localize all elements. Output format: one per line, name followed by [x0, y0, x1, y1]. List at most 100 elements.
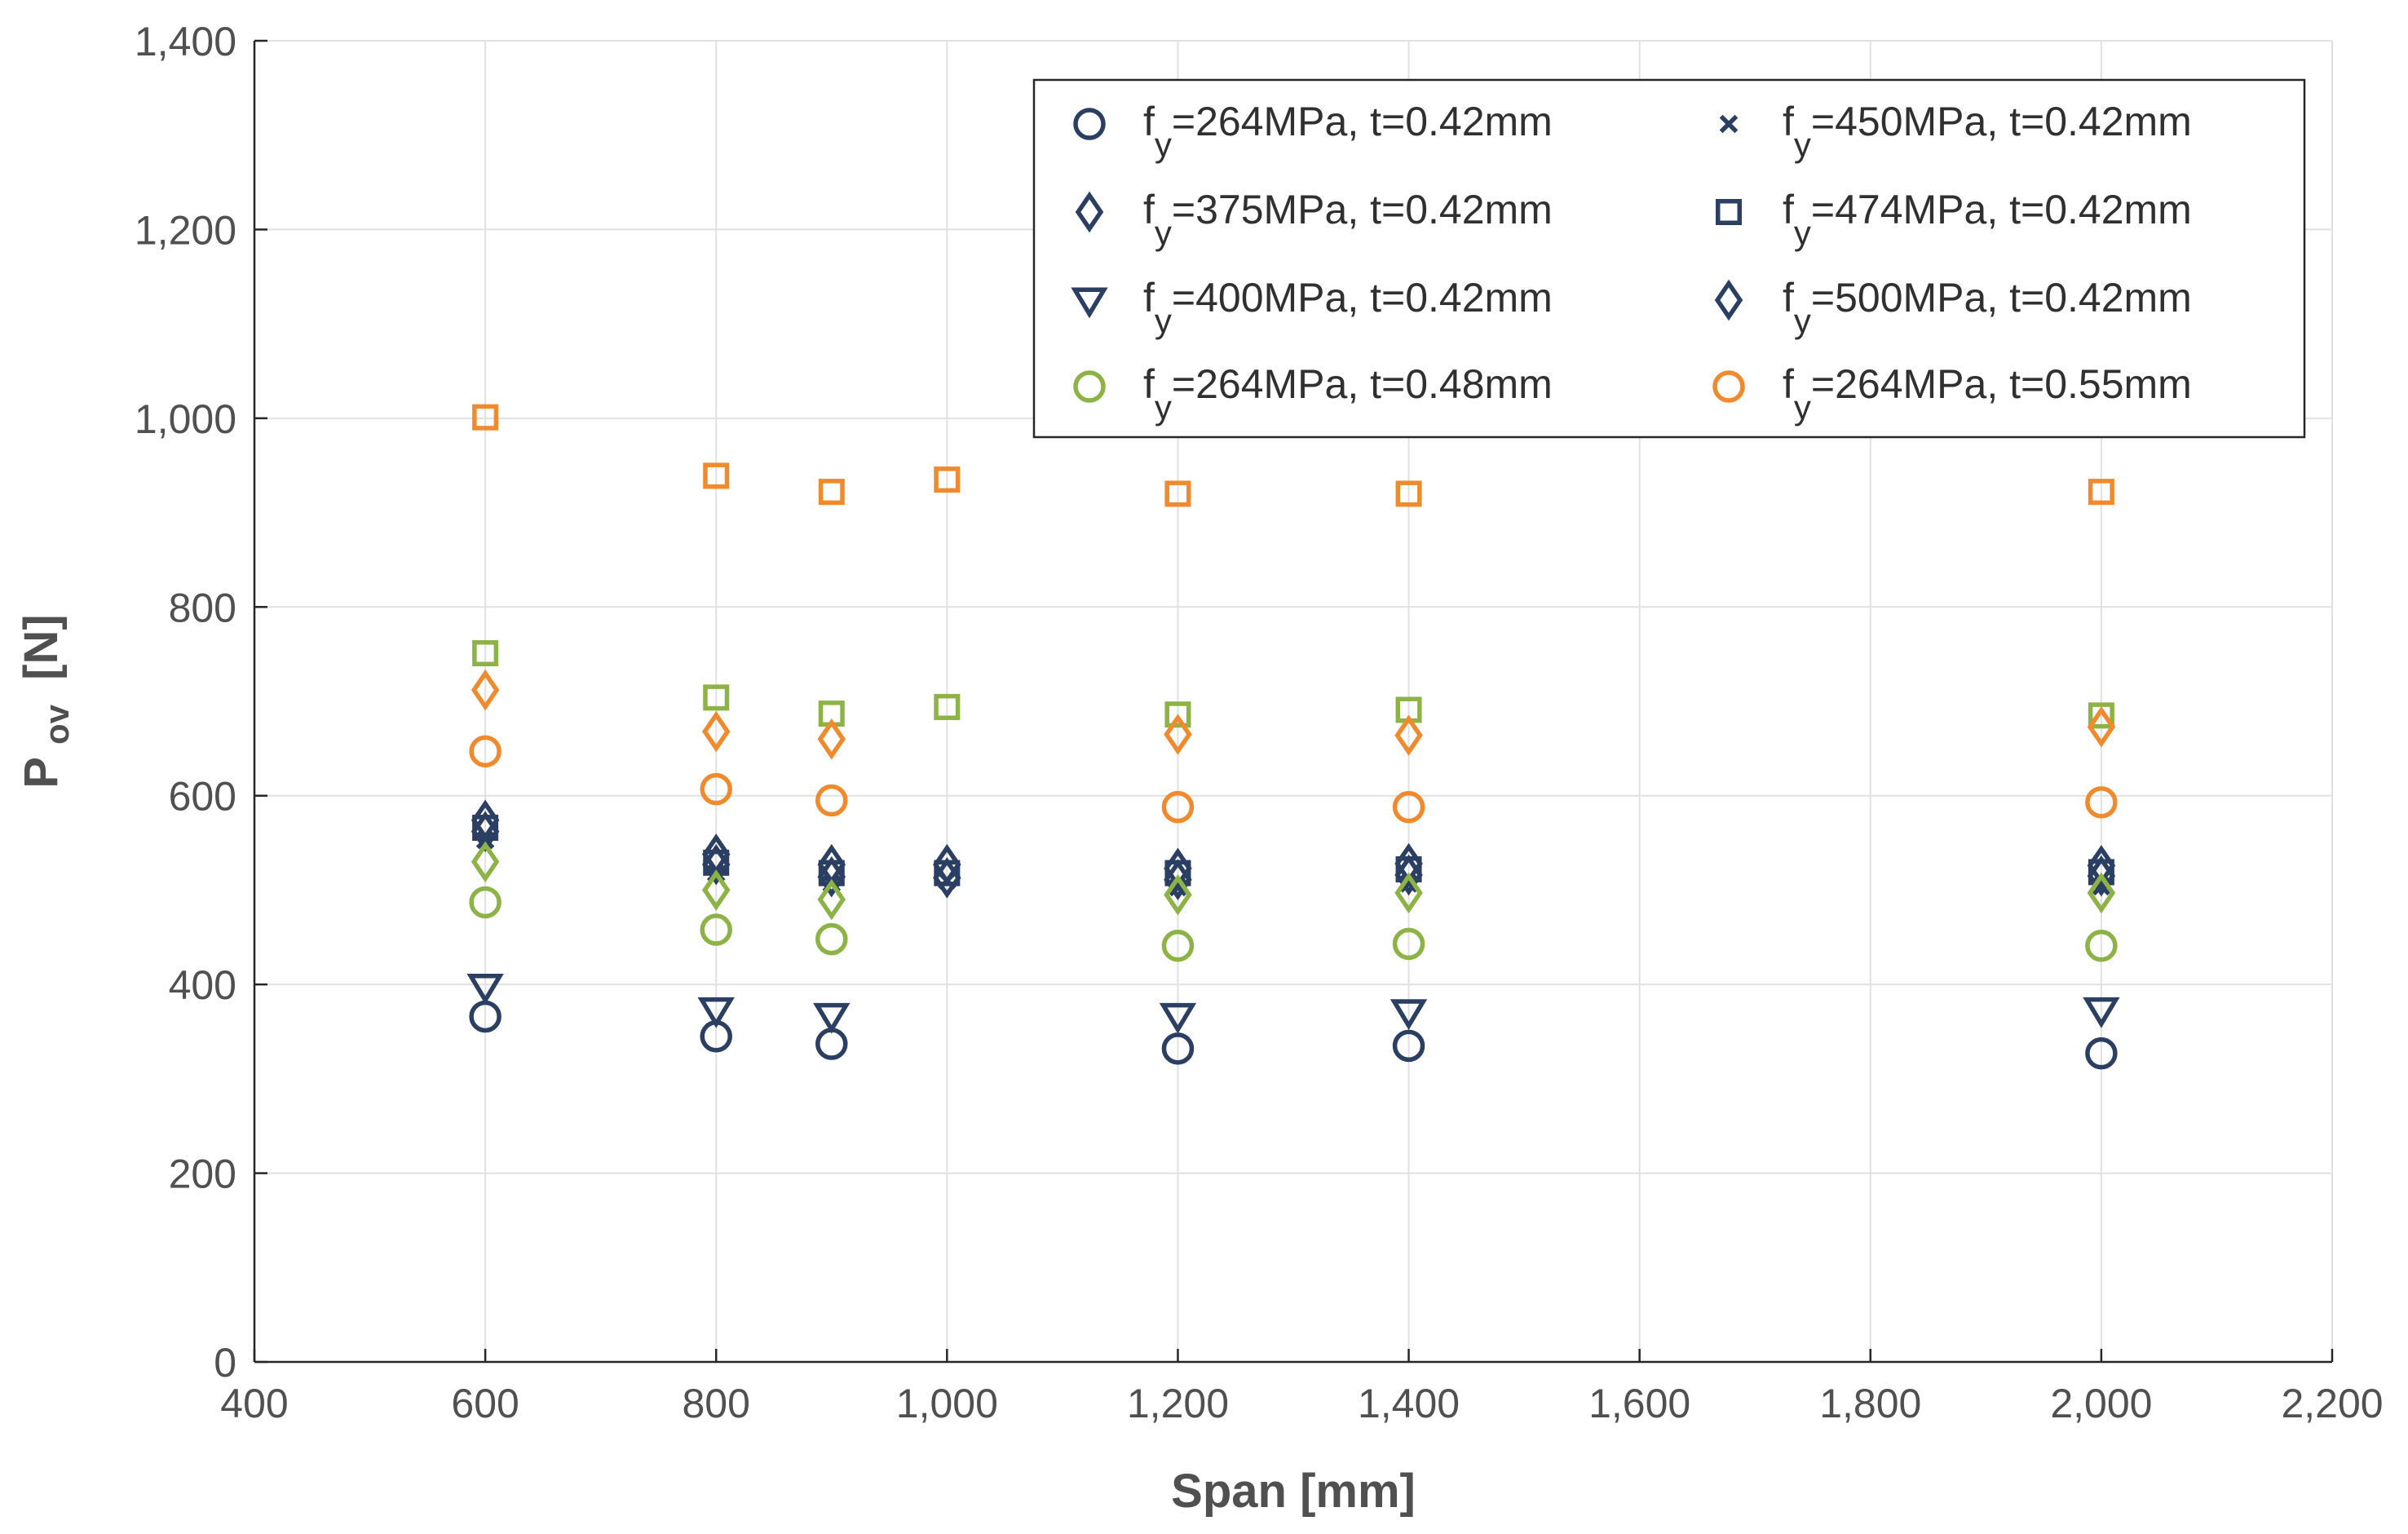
data-point: [934, 693, 961, 720]
data-point: [813, 1002, 851, 1034]
data-point: [1161, 929, 1195, 962]
legend-label: fy=500MPa, t=0.42mm: [1783, 275, 2192, 340]
data-point: [1394, 714, 1423, 756]
legend-label-rest: =450MPa, t=0.42mm: [1811, 99, 2192, 144]
legend-label-subscript: y: [1155, 214, 1172, 252]
data-point: [2085, 786, 2118, 819]
data-point: [2087, 872, 2116, 914]
data-point: [1164, 714, 1192, 755]
legend-label-rest: =500MPa, t=0.42mm: [1811, 275, 2192, 321]
data-point: [700, 913, 732, 946]
legend-label: fy=400MPa, t=0.42mm: [1143, 275, 1553, 340]
data-point: [1161, 1032, 1195, 1065]
data-markers: [466, 404, 2120, 1070]
data-point: [815, 922, 848, 956]
data-point: [815, 784, 848, 817]
x-axis-title: Span [mm]: [1171, 1465, 1416, 1518]
legend-item: fy=474MPa, t=0.42mm: [1715, 187, 2192, 252]
legend-item: fy=500MPa, t=0.42mm: [1714, 275, 2192, 340]
legend-item: fy=264MPa, t=0.48mm: [1073, 361, 1553, 427]
data-point: [2083, 997, 2120, 1028]
series-9: [472, 639, 2114, 729]
x-tick-label: 600: [451, 1381, 519, 1426]
legend-label-subscript: y: [1155, 302, 1172, 340]
legend-label-symbol: f: [1783, 361, 1794, 407]
data-point: [469, 886, 501, 919]
legend-label-rest: =375MPa, t=0.42mm: [1172, 187, 1553, 232]
series-11: [472, 404, 2114, 507]
data-point: [1390, 999, 1428, 1031]
data-point: [701, 869, 731, 911]
data-point: [472, 404, 499, 431]
y-tick-label: 400: [169, 962, 236, 1008]
x-tick-label: 2,200: [2281, 1381, 2383, 1426]
y-tick-label: 1,200: [135, 207, 236, 253]
data-point: [466, 973, 504, 1005]
data-point: [2088, 702, 2114, 729]
x-tick-label: 1,800: [1819, 1381, 1921, 1426]
legend-label: fy=264MPa, t=0.42mm: [1143, 99, 1553, 164]
x-tick-label: 800: [683, 1381, 750, 1426]
y-axis-title: P ov [N]: [15, 614, 79, 788]
legend-marker: [1715, 198, 1743, 226]
data-point: [1394, 842, 1423, 885]
data-point: [2087, 845, 2116, 886]
data-point: [1164, 701, 1191, 728]
legend-marker: [1073, 370, 1106, 403]
legend-label-subscript: y: [1794, 126, 1811, 164]
data-point: [818, 479, 845, 506]
legend-label-rest: =474MPa, t=0.42mm: [1811, 187, 2192, 232]
legend-label-rest: =264MPa, t=0.48mm: [1172, 361, 1553, 407]
legend-label: fy=264MPa, t=0.48mm: [1143, 361, 1553, 427]
y-tick-label: 0: [214, 1340, 236, 1386]
legend-item: fy=264MPa, t=0.55mm: [1712, 361, 2192, 427]
legend-label-subscript: y: [1794, 388, 1811, 427]
legend-label-symbol: f: [1143, 187, 1155, 232]
series-2: [466, 973, 2120, 1034]
data-point: [1392, 927, 1425, 961]
data-point: [1394, 872, 1423, 914]
x-tick-label: 1,400: [1358, 1381, 1460, 1426]
legend-label-symbol: f: [1143, 361, 1155, 407]
data-point: [701, 710, 731, 753]
y-tick-label: 600: [169, 774, 236, 820]
series-7: [469, 735, 2118, 824]
legend-label: fy=375MPa, t=0.42mm: [1143, 187, 1553, 252]
legend-label-symbol: f: [1783, 187, 1794, 232]
x-tick-label: 2,000: [2050, 1381, 2152, 1426]
data-point: [2085, 929, 2118, 962]
series-8: [471, 841, 2116, 921]
legend-marker: [1075, 191, 1104, 233]
data-point: [1395, 480, 1422, 507]
data-point: [1392, 790, 1425, 824]
data-point: [703, 684, 730, 711]
data-point: [697, 997, 735, 1028]
legend-item: fy=264MPa, t=0.42mm: [1073, 99, 1553, 164]
legend-label-symbol: f: [1143, 275, 1155, 321]
legend-item: fy=375MPa, t=0.42mm: [1075, 187, 1553, 252]
y-axis-title-unit: [N]: [15, 614, 68, 680]
data-point: [933, 843, 961, 886]
data-point: [1392, 1029, 1425, 1063]
legend-label-symbol: f: [1783, 99, 1794, 144]
x-tick-label: 400: [220, 1381, 288, 1426]
legend-marker: [1719, 114, 1739, 134]
legend-label-rest: =400MPa, t=0.42mm: [1172, 275, 1553, 321]
data-point: [471, 799, 500, 842]
tick-labels: 400 600 800 1,000 1,200 1,400 1,600 1,800 2,000 2…: [135, 19, 2384, 1426]
legend-label-rest: =264MPa, t=0.42mm: [1172, 99, 1553, 144]
legend-label: fy=264MPa, t=0.55mm: [1783, 361, 2192, 427]
legend-label-subscript: y: [1155, 388, 1172, 427]
legend-label: fy=474MPa, t=0.42mm: [1783, 187, 2192, 252]
data-point: [1164, 873, 1192, 916]
x-tick-label: 1,600: [1588, 1381, 1690, 1426]
data-point: [2087, 705, 2116, 748]
data-point: [1164, 847, 1192, 890]
legend-label: fy=450MPa, t=0.42mm: [1783, 99, 2192, 164]
legend-marker: [1714, 279, 1743, 321]
x-tick-label: 1,000: [896, 1381, 998, 1426]
y-tick-label: 1,400: [135, 19, 236, 64]
legend-marker: [1073, 108, 1106, 140]
data-point: [934, 466, 961, 493]
